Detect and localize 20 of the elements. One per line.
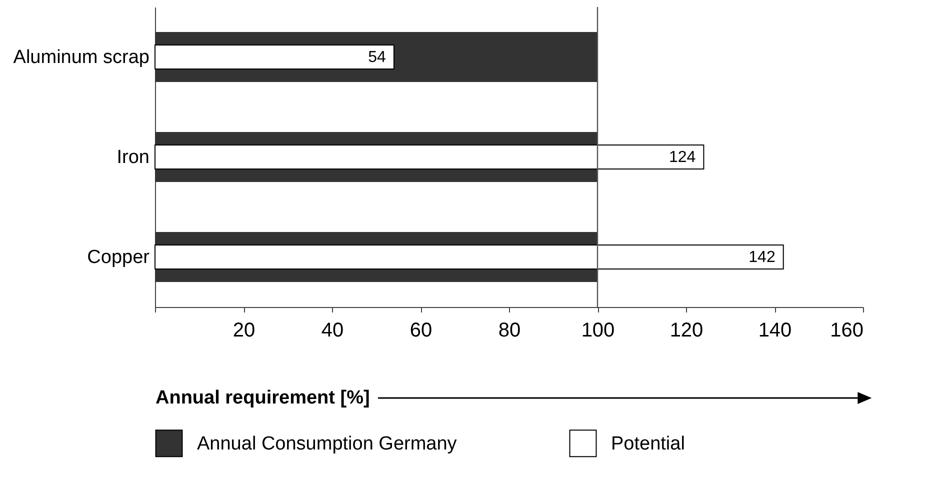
data-label: 142 <box>748 249 776 266</box>
bar <box>154 144 704 170</box>
legend-label: Potential <box>611 433 685 454</box>
data-label: 54 <box>368 49 386 66</box>
x-tick-label: 160 <box>830 320 864 342</box>
y-tick-label: Iron <box>116 147 150 168</box>
x-tick-label: 140 <box>758 320 792 342</box>
data-label: 124 <box>668 149 696 166</box>
bar <box>154 244 784 270</box>
x-tick-label: 20 <box>232 320 256 342</box>
x-tick-label: 120 <box>670 320 704 342</box>
y-tick-label: Copper <box>87 247 150 268</box>
x-tick-label: 100 <box>581 320 615 342</box>
x-tick-label: 60 <box>410 320 432 342</box>
legend-label: Annual Consumption Germany <box>197 433 458 454</box>
y-tick-label: Aluminum scrap <box>13 47 150 68</box>
x-axis-title: Annual requirement [%] <box>156 388 370 408</box>
x-tick-label: 40 <box>321 320 344 342</box>
bar <box>154 44 394 70</box>
x-tick-label: 80 <box>498 320 521 342</box>
